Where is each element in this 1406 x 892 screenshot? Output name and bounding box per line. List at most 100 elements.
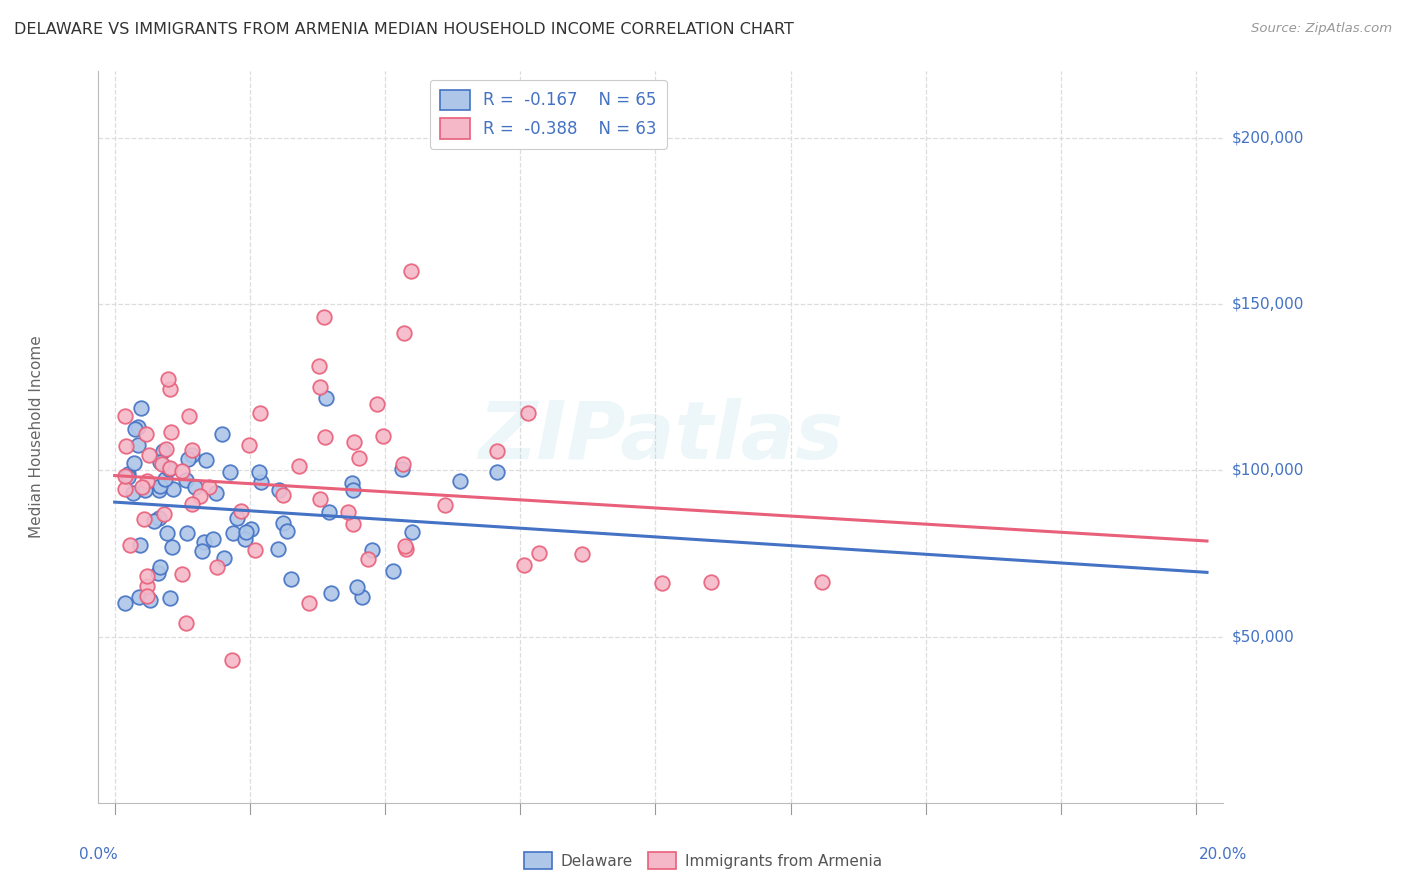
Point [517, 406, 540, 420]
Point [148, 479, 170, 493]
Point [157, 462, 180, 476]
Text: $100,000: $100,000 [1232, 463, 1303, 478]
Point [114, 409, 136, 423]
Point [235, 525, 257, 540]
Point [176, 526, 198, 541]
Point [134, 512, 156, 526]
Point [195, 453, 218, 467]
Point [181, 497, 204, 511]
Text: ZIPatlas: ZIPatlas [478, 398, 844, 476]
Point [342, 483, 364, 497]
Point [357, 552, 380, 566]
Point [153, 507, 176, 521]
Point [170, 465, 193, 479]
Text: DELAWARE VS IMMIGRANTS FROM ARMENIA MEDIAN HOUSEHOLD INCOME CORRELATION CHART: DELAWARE VS IMMIGRANTS FROM ARMENIA MEDI… [14, 22, 794, 37]
Point [149, 455, 172, 469]
Point [485, 444, 508, 458]
Point [181, 442, 204, 457]
Point [114, 439, 136, 453]
Point [233, 532, 256, 546]
Point [485, 465, 508, 479]
Point [269, 483, 291, 497]
Point [434, 498, 457, 512]
Point [271, 516, 294, 530]
Point [308, 379, 330, 393]
Point [149, 560, 172, 574]
Text: Median Household Income: Median Household Income [30, 335, 44, 539]
Point [811, 574, 834, 589]
Point [266, 541, 288, 556]
Point [117, 470, 139, 484]
Point [138, 448, 160, 462]
Point [122, 486, 145, 500]
Text: 0.0%: 0.0% [79, 847, 118, 862]
Point [159, 460, 181, 475]
Point [205, 486, 228, 500]
Point [343, 435, 366, 450]
Point [114, 596, 136, 610]
Point [174, 616, 197, 631]
Point [176, 473, 198, 487]
Point [135, 590, 157, 604]
Point [117, 467, 139, 481]
Point [318, 505, 340, 519]
Legend: Delaware, Immigrants from Armenia: Delaware, Immigrants from Armenia [517, 846, 889, 875]
Point [127, 420, 149, 434]
Point [700, 574, 723, 589]
Point [212, 551, 235, 566]
Point [129, 538, 152, 552]
Point [250, 475, 273, 490]
Point [142, 514, 165, 528]
Point [188, 489, 211, 503]
Point [136, 475, 159, 489]
Point [238, 438, 260, 452]
Point [239, 522, 262, 536]
Point [247, 465, 270, 479]
Point [128, 591, 150, 605]
Point [449, 475, 471, 489]
Point [202, 533, 225, 547]
Point [160, 540, 183, 554]
Point [337, 506, 360, 520]
Point [127, 437, 149, 451]
Point [401, 524, 423, 539]
Point [135, 569, 157, 583]
Point [136, 579, 159, 593]
Point [314, 430, 336, 444]
Point [243, 543, 266, 558]
Point [131, 480, 153, 494]
Point [159, 382, 181, 396]
Point [394, 541, 416, 556]
Point [155, 442, 177, 456]
Point [148, 483, 170, 497]
Text: 20.0%: 20.0% [1199, 847, 1247, 862]
Point [315, 391, 337, 405]
Point [177, 451, 200, 466]
Point [366, 397, 388, 411]
Point [571, 547, 593, 561]
Point [170, 567, 193, 582]
Point [184, 480, 207, 494]
Point [350, 590, 373, 604]
Point [391, 462, 413, 476]
Text: $50,000: $50,000 [1232, 629, 1294, 644]
Point [162, 482, 184, 496]
Point [382, 564, 405, 578]
Point [177, 409, 200, 423]
Point [225, 511, 247, 525]
Point [156, 525, 179, 540]
Point [153, 472, 176, 486]
Point [360, 543, 382, 558]
Point [159, 591, 181, 605]
Point [205, 560, 228, 574]
Point [298, 596, 321, 610]
Point [321, 585, 343, 599]
Point [150, 457, 173, 471]
Point [157, 372, 180, 386]
Point [191, 544, 214, 558]
Point [399, 264, 422, 278]
Legend: R =  -0.167    N = 65, R =  -0.388    N = 63: R = -0.167 N = 65, R = -0.388 N = 63 [430, 79, 666, 149]
Point [249, 407, 271, 421]
Point [346, 580, 368, 594]
Point [221, 653, 243, 667]
